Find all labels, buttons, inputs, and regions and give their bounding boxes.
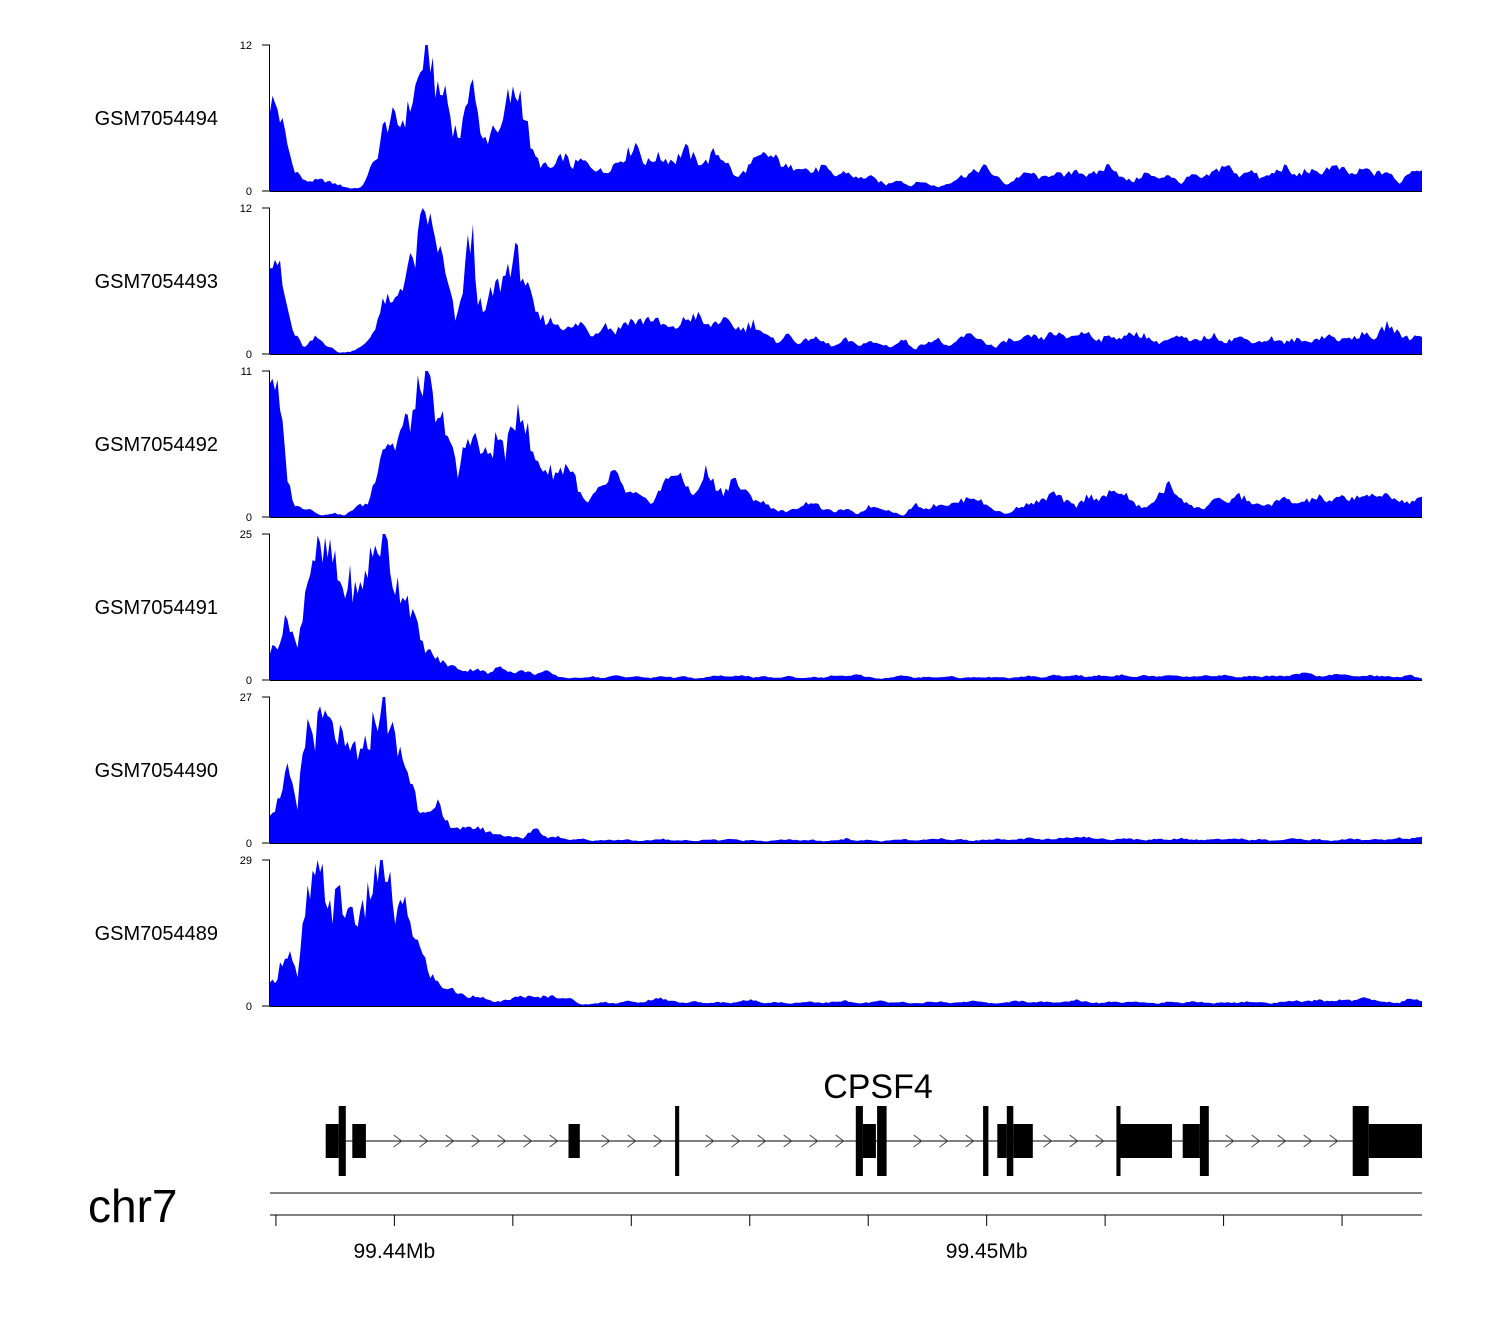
y-tick-label-min: 0 xyxy=(246,1001,252,1013)
strand-chevron xyxy=(1095,1134,1105,1148)
strand-chevron xyxy=(1277,1134,1287,1148)
strand-chevron xyxy=(939,1134,949,1148)
strand-chevron xyxy=(523,1134,533,1148)
y-tick-label-min: 0 xyxy=(246,512,252,524)
track-label: GSM7054490 xyxy=(95,760,218,782)
chromosome-label: chr7 xyxy=(88,1180,177,1232)
y-tick-label-max: 25 xyxy=(240,529,252,541)
strand-chevron xyxy=(471,1134,481,1148)
strand-chevron xyxy=(1069,1134,1079,1148)
y-tick-label-min: 0 xyxy=(246,349,252,361)
exon-block xyxy=(338,1106,346,1176)
exon-block xyxy=(1352,1106,1369,1176)
strand-chevron xyxy=(627,1134,637,1148)
strand-chevron xyxy=(965,1134,975,1148)
strand-chevron xyxy=(419,1134,429,1148)
strand-chevron xyxy=(835,1134,845,1148)
track-label: GSM7054492 xyxy=(95,434,218,456)
x-tick-label: 99.44Mb xyxy=(354,1240,436,1263)
x-tick-label: 99.45Mb xyxy=(946,1240,1028,1263)
coverage-area xyxy=(270,208,1422,354)
genome-axis: chr7 99.44Mb 99.45Mb xyxy=(88,1180,1422,1263)
exon-block xyxy=(352,1124,366,1158)
strand-chevron xyxy=(783,1134,793,1148)
strand-chevron xyxy=(1303,1134,1313,1148)
exon-block xyxy=(1006,1106,1014,1176)
coverage-tracks: GSM7054494120GSM7054493120GSM7054492110G… xyxy=(95,40,1422,1013)
coverage-area xyxy=(270,534,1422,680)
strand-chevron xyxy=(1251,1134,1261,1148)
y-tick-label-max: 27 xyxy=(240,692,252,704)
track-label: GSM7054493 xyxy=(95,271,218,293)
exon-block xyxy=(1182,1124,1200,1158)
exon-block xyxy=(997,1124,1007,1158)
exon-block xyxy=(1368,1124,1422,1158)
gene-model-track: CPSF4 xyxy=(325,1068,1422,1176)
exon-block xyxy=(325,1124,339,1158)
exon-block xyxy=(1013,1124,1033,1158)
y-tick-label-max: 12 xyxy=(240,40,252,52)
exon-block xyxy=(1116,1106,1121,1176)
exon-block xyxy=(855,1106,863,1176)
coverage-area xyxy=(270,45,1422,191)
y-tick-label-min: 0 xyxy=(246,838,252,850)
coverage-area xyxy=(270,371,1422,517)
y-tick-label-max: 11 xyxy=(241,366,252,378)
strand-chevron xyxy=(757,1134,767,1148)
coverage-area xyxy=(270,697,1422,843)
strand-chevron xyxy=(601,1134,611,1148)
exon-block xyxy=(1120,1124,1172,1158)
strand-chevron xyxy=(913,1134,923,1148)
y-tick-label-min: 0 xyxy=(246,675,252,687)
strand-chevron xyxy=(1043,1134,1053,1148)
y-tick-label-max: 12 xyxy=(240,203,252,215)
track-label: GSM7054494 xyxy=(95,108,218,130)
track-label: GSM7054491 xyxy=(95,597,218,619)
strand-chevron xyxy=(549,1134,559,1148)
exon-block xyxy=(983,1106,989,1176)
strand-chevron xyxy=(1225,1134,1235,1148)
coverage-area xyxy=(270,860,1422,1006)
strand-chevron xyxy=(705,1134,715,1148)
track-GSM7054492: GSM7054492 11 0 xyxy=(95,366,1422,524)
exon-block xyxy=(862,1124,876,1158)
strand-chevron xyxy=(1329,1134,1339,1148)
exon-block xyxy=(568,1124,580,1158)
strand-chevron xyxy=(731,1134,741,1148)
strand-chevron xyxy=(445,1134,455,1148)
gene-label-cpsf4: CPSF4 xyxy=(823,1068,933,1106)
track-GSM7054491: GSM7054491 25 0 xyxy=(95,529,1422,687)
strand-chevron xyxy=(809,1134,819,1148)
track-GSM7054493: GSM7054493 12 0 xyxy=(95,203,1422,361)
exon-block xyxy=(1199,1106,1209,1176)
strand-chevron xyxy=(393,1134,403,1148)
strand-chevron xyxy=(497,1134,507,1148)
strand-chevron xyxy=(653,1134,663,1148)
exon-block xyxy=(675,1106,680,1176)
track-GSM7054489: GSM7054489 29 0 xyxy=(95,855,1422,1013)
track-GSM7054494: GSM7054494 12 0 xyxy=(95,40,1422,198)
y-tick-label-max: 29 xyxy=(240,855,252,867)
track-label: GSM7054489 xyxy=(95,923,218,945)
exon-block xyxy=(877,1106,887,1176)
track-GSM7054490: GSM7054490 27 0 xyxy=(95,692,1422,850)
y-tick-label-min: 0 xyxy=(246,186,252,198)
